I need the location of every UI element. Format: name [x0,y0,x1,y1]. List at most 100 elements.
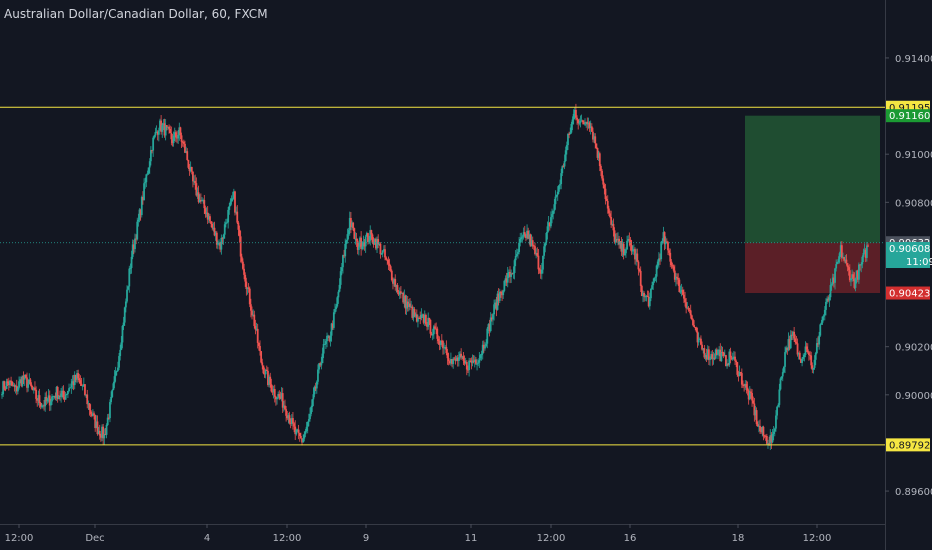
candle-body [704,355,707,358]
candle-body [287,415,290,419]
candle-body [20,379,23,386]
candle-body [490,317,493,320]
candle-body [482,344,485,349]
candle-body [803,354,806,357]
candle-body [781,372,784,377]
candle-body [34,387,36,390]
candle-body [805,346,808,350]
candle-body [808,352,810,355]
candle-body [237,222,240,230]
candle-body [322,344,325,354]
candle-body [165,125,168,127]
candle-body [602,178,605,185]
candle-body [418,317,420,319]
candle-body [719,349,722,362]
candle-body [7,383,10,386]
candle-body [94,415,97,429]
candle-body [527,230,530,239]
candle-body [4,388,7,390]
candle-body [796,343,799,355]
candle-body [5,381,8,390]
candle-body [693,325,696,328]
candle-body [378,243,381,245]
profit-zone [745,115,880,243]
candle-body [811,365,814,370]
candle-body [215,232,218,245]
candle-body [147,167,150,174]
candle-body [193,180,195,182]
candle-body [754,410,757,416]
candle-body [575,109,577,118]
candle-body [853,278,856,288]
candle-body [206,212,209,220]
candle-body [617,238,619,240]
candle-body [443,347,445,349]
candle-body [156,131,159,135]
candle-body [307,419,310,422]
candle-body [113,376,116,384]
candle-body [785,347,788,353]
candle-body [93,413,95,416]
candle-body [137,219,140,222]
candle-body [202,200,205,202]
candle-body [858,264,860,280]
candle-body [496,293,499,310]
candle-body [138,209,141,220]
time-tick-label: 4 [204,533,210,544]
candle-body [678,279,681,293]
candle-body [279,396,282,399]
candle-body [248,288,251,305]
candle-body [344,243,347,257]
candle-body [650,288,652,299]
candle-body [429,319,432,334]
candle-body [567,133,569,146]
candle-body [585,121,588,124]
candle-body [520,237,523,239]
candle-body [411,306,414,318]
candle-body [14,385,17,387]
candle-body [68,388,70,391]
candle-body [834,268,836,283]
candle-body [771,433,774,443]
candle-body [252,314,255,316]
candle-body [380,253,383,255]
price-levels-group [0,106,885,446]
candle-body [829,285,832,298]
candle-body [638,269,641,271]
time-tick-label: 12:00 [273,533,302,544]
candle-body [129,267,132,269]
candle-body [361,246,364,250]
candle-body [351,222,353,228]
current-price-tag-bg [886,242,930,269]
candle-body [189,167,192,172]
candle-body [9,380,11,386]
candle-body [387,259,390,264]
candle-body [268,376,270,385]
candle-body [596,147,599,158]
candle-body [727,363,730,365]
candle-body [251,310,253,316]
candle-body [544,242,547,247]
candle-body [340,267,343,272]
candle-body [755,410,758,425]
candle-body [580,120,583,122]
candle-body [71,381,74,384]
candle-body [254,326,257,330]
candle-body [667,242,669,251]
candle-body [397,292,400,295]
time-tick-label: 16 [624,533,637,544]
candle-body [313,386,316,395]
candle-body [685,302,688,309]
candle-body [647,296,650,307]
candle-body [334,309,336,313]
candle-body [180,135,183,142]
candle-body [29,379,32,385]
candle-body [672,266,675,271]
candle-body [600,165,602,171]
candle-body [107,417,110,419]
candle-body [537,255,540,270]
time-axis[interactable]: 12:00 Dec 4 12:00 9 11 12:00 16 18 12:00 [0,524,885,544]
candle-body [82,384,85,386]
